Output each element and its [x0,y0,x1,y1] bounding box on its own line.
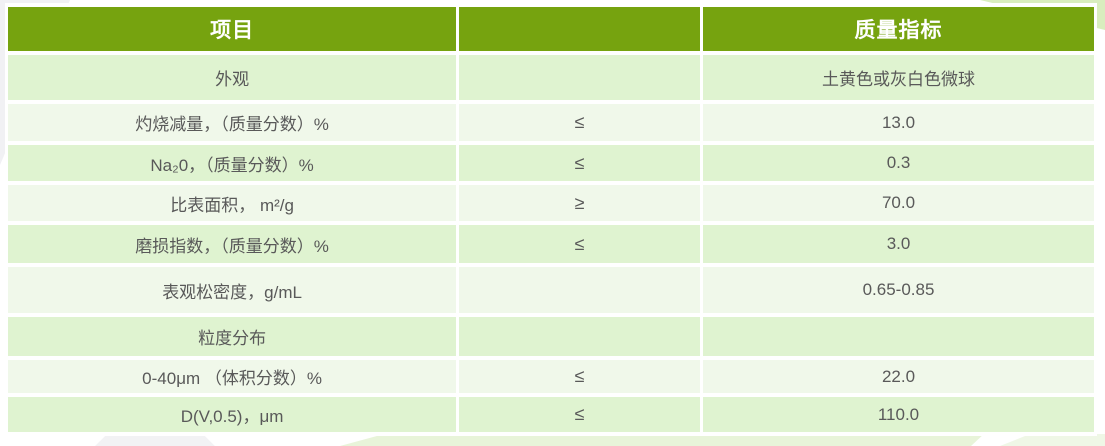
spec-cell: 3.0 [703,225,1094,263]
table-row: 外观 土黄色或灰白色微球 [8,55,1094,100]
spec-cell: 0.3 [703,145,1094,181]
header-spec: 质量指标 [703,7,1094,51]
table-header: 项目 质量指标 [8,7,1094,51]
operator-cell: ≤ [459,397,701,432]
spec-cell: 110.0 [703,397,1094,432]
table-row: Na₂0，（质量分数）% ≤ 0.3 [8,145,1094,181]
spec-cell: 70.0 [703,185,1094,221]
header-row: 项目 质量指标 [8,7,1094,51]
item-cell: 磨损指数，（质量分数）% [8,225,457,263]
item-cell: 表观松密度，g/mL [8,267,457,313]
spec-cell: 22.0 [703,360,1094,393]
item-cell: 外观 [8,55,457,100]
table-row: 磨损指数，（质量分数）% ≤ 3.0 [8,225,1094,263]
table-row: 表观松密度，g/mL 0.65-0.85 [8,267,1094,313]
operator-cell: ≤ [459,360,701,393]
table-row: 粒度分布 [8,317,1094,356]
operator-cell [459,267,701,313]
quality-spec-table: 项目 质量指标 外观 土黄色或灰白色微球 灼烧减量，（质量分数）% ≤ 13.0… [5,3,1097,436]
table-row: D(V,0.5)，μm ≤ 110.0 [8,397,1094,432]
corner-decoration-bottom-center [340,433,985,446]
item-cell: 粒度分布 [8,317,457,356]
operator-cell: ≤ [459,104,701,141]
operator-cell [459,317,701,356]
operator-cell: ≤ [459,145,701,181]
table-row: 0-40μm （体积分数）% ≤ 22.0 [8,360,1094,393]
item-cell: 比表面积， m²/g [8,185,457,221]
spec-cell [703,317,1094,356]
operator-cell [459,55,701,100]
spec-cell: 0.65-0.85 [703,267,1094,313]
header-item: 项目 [8,7,457,51]
table-row: 灼烧减量，（质量分数）% ≤ 13.0 [8,104,1094,141]
spec-cell: 土黄色或灰白色微球 [703,55,1094,100]
item-cell: 0-40μm （体积分数）% [8,360,457,393]
operator-cell: ≥ [459,185,701,221]
corner-decoration-bottom-right [1000,434,1105,446]
item-cell: 灼烧减量，（质量分数）% [8,104,457,141]
table-body: 外观 土黄色或灰白色微球 灼烧减量，（质量分数）% ≤ 13.0 Na₂0，（质… [8,55,1094,432]
table-row: 比表面积， m²/g ≥ 70.0 [8,185,1094,221]
item-cell: D(V,0.5)，μm [8,397,457,432]
header-operator [459,7,701,51]
spec-cell: 13.0 [703,104,1094,141]
operator-cell: ≤ [459,225,701,263]
item-cell: Na₂0，（质量分数）% [8,145,457,181]
